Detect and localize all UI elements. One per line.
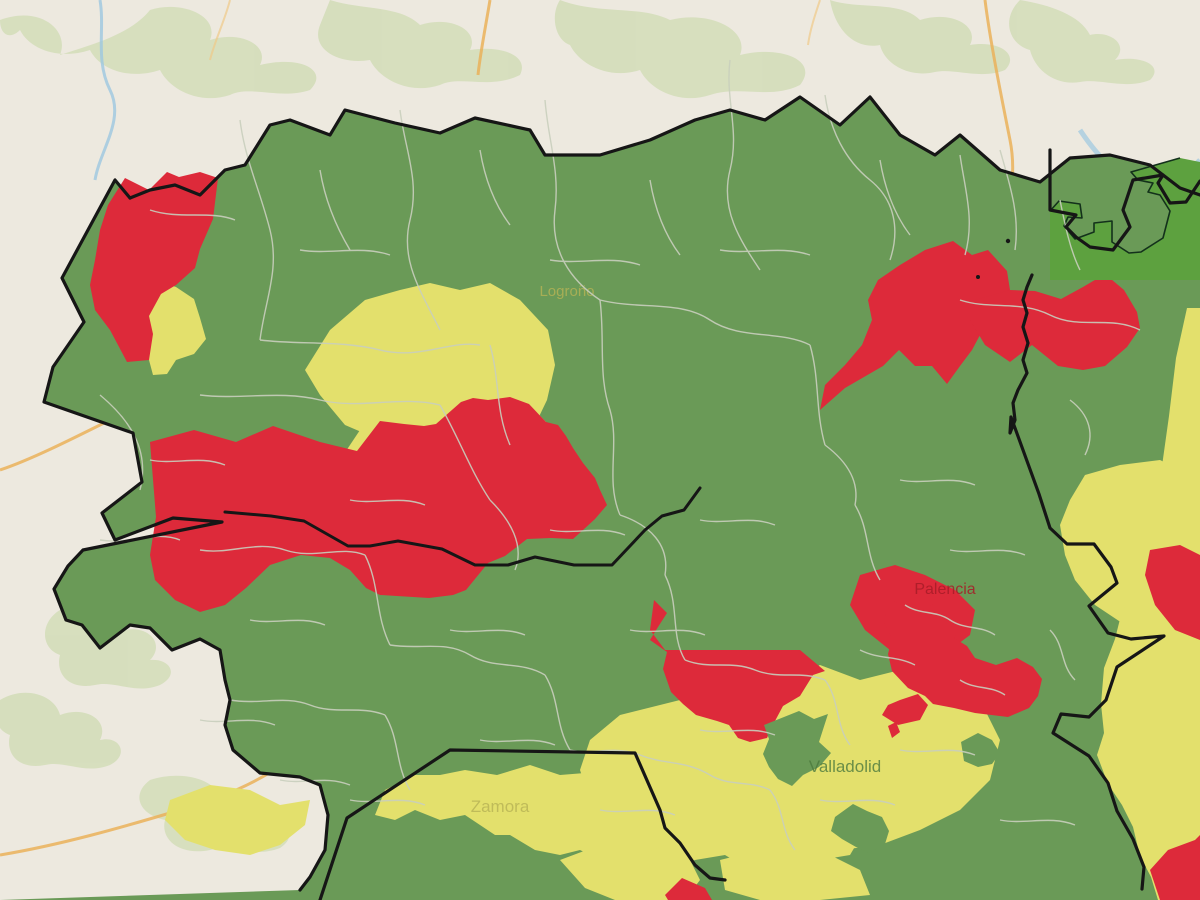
svg-text:Palencia: Palencia — [914, 581, 975, 598]
svg-text:Valladolid: Valladolid — [809, 757, 881, 776]
svg-text:Zamora: Zamora — [471, 797, 530, 816]
svg-text:Logroño: Logroño — [539, 283, 594, 300]
